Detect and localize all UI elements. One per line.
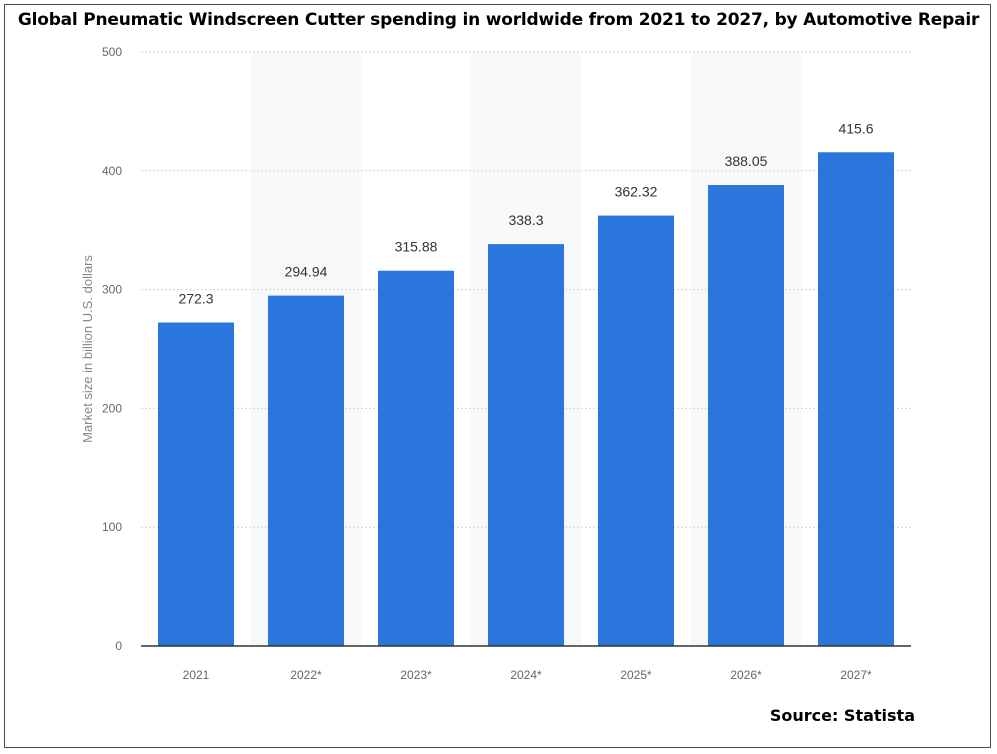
bar-value-label: 415.6 <box>838 120 873 136</box>
bar-value-label: 294.94 <box>285 264 328 280</box>
y-axis-title: Market size in billion U.S. dollars <box>80 255 95 443</box>
y-tick-label: 500 <box>102 45 122 59</box>
bar-value-label: 338.3 <box>508 212 543 228</box>
value-labels: 272.3 294.94 315.88 338.3 362.32 388.05 415.6 <box>178 120 873 306</box>
bar-value-label: 362.32 <box>615 184 658 200</box>
bar-value-label: 272.3 <box>178 291 213 307</box>
source-note: Source: Statista <box>769 706 915 725</box>
x-tick-label: 2022* <box>290 668 322 682</box>
y-tick-label: 100 <box>102 520 122 534</box>
x-tick-label: 2027* <box>840 668 872 682</box>
bar <box>488 244 564 646</box>
y-tick-label: 0 <box>115 639 122 653</box>
x-tick-label: 2024* <box>510 668 542 682</box>
bar <box>158 322 234 646</box>
x-tick-label: 2026* <box>730 668 762 682</box>
bar <box>708 184 784 647</box>
x-axis-ticks: 2021 2022* 2023* 2024* 2025* 2026* 2027* <box>183 668 872 682</box>
y-tick-label: 300 <box>102 283 122 297</box>
y-axis-ticks: 0 100 200 300 400 500 <box>102 45 122 653</box>
bar-value-label: 315.88 <box>395 239 438 255</box>
bar <box>378 270 454 646</box>
x-tick-label: 2021 <box>183 668 210 682</box>
y-tick-label: 200 <box>102 401 122 415</box>
bar <box>598 215 674 646</box>
y-tick-label: 400 <box>102 164 122 178</box>
bar-value-label: 388.05 <box>725 153 768 169</box>
bar <box>268 295 344 646</box>
chart-title: Global Pneumatic Windscreen Cutter spend… <box>17 10 980 30</box>
bar <box>818 152 894 646</box>
x-tick-label: 2025* <box>620 668 652 682</box>
x-tick-label: 2023* <box>400 668 432 682</box>
bars <box>158 152 894 647</box>
